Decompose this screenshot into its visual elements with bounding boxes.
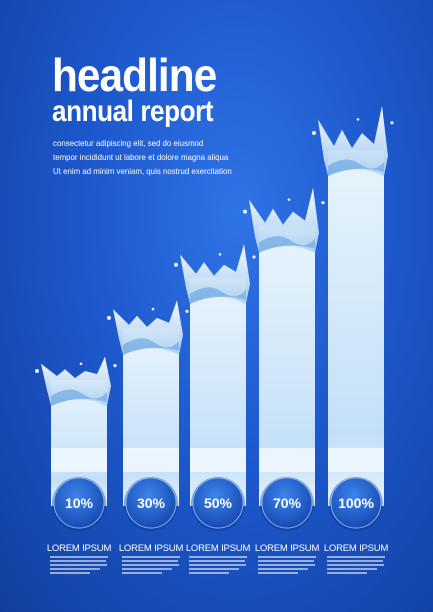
value-badge (53, 477, 105, 529)
bar-highlight (190, 448, 246, 472)
fineprint-block (122, 556, 180, 576)
splash-crown (318, 105, 388, 176)
fineprint-line (50, 560, 106, 562)
fineprint-line (258, 572, 298, 574)
splash-droplet (287, 198, 291, 201)
fineprint-line (50, 556, 108, 558)
fineprint-line (122, 572, 162, 574)
fineprint-line (189, 564, 246, 566)
splash-shadow (190, 287, 246, 304)
splash-droplet (252, 255, 256, 259)
fineprint-line (50, 568, 100, 570)
intro-line-2: tempor incididunt ut labore et dolore ma… (53, 152, 229, 162)
bar-highlight (51, 448, 107, 472)
splash-shadow (259, 236, 315, 253)
category-label: LOREM IPSUM (323, 543, 389, 554)
fineprint-line (50, 572, 90, 574)
fineprint-line (189, 556, 247, 558)
fineprint-block (327, 556, 385, 576)
fineprint-line (122, 568, 172, 570)
splash-droplet (321, 201, 325, 205)
splash-droplet (356, 118, 360, 121)
fineprint-line (189, 572, 229, 574)
splash-droplet (107, 315, 111, 320)
splash-droplet (185, 309, 189, 313)
category-label: LOREM IPSUM (118, 543, 184, 554)
fineprint-line (258, 556, 316, 558)
fineprint-line (122, 560, 178, 562)
fineprint-line (327, 564, 384, 566)
splash-droplet (218, 253, 222, 256)
fineprint-block (189, 556, 247, 576)
fineprint-line (50, 564, 107, 566)
value-label: 50% (204, 495, 233, 511)
fineprint-line (189, 568, 239, 570)
splash-droplet (35, 369, 39, 373)
value-badge (330, 477, 382, 529)
bar-highlight (328, 448, 384, 472)
page-subtitle: annual report (52, 95, 214, 128)
fineprint-line (327, 572, 367, 574)
intro-text: consectetur adipiscing elit, sed do eius… (53, 136, 232, 178)
value-badge (261, 477, 313, 529)
fineprint-line (258, 568, 308, 570)
fineprint-line (327, 568, 377, 570)
splash-droplet (390, 121, 394, 125)
value-label: 30% (137, 495, 166, 511)
splash-droplet (174, 262, 178, 267)
category-label: LOREM IPSUM (185, 543, 251, 554)
fineprint-line (258, 560, 314, 562)
fineprint-block (258, 556, 316, 576)
fineprint-line (189, 560, 245, 562)
fineprint-block (50, 556, 108, 576)
fineprint-line (327, 556, 385, 558)
category-label: LOREM IPSUM (46, 543, 112, 554)
fineprint-line (122, 556, 180, 558)
splash-droplet (151, 307, 155, 311)
bar (123, 328, 179, 506)
fineprint-line (327, 560, 383, 562)
splash-droplet (113, 364, 117, 368)
page-title: headline (52, 49, 217, 101)
splash-crown (249, 187, 319, 253)
value-label: 100% (338, 495, 374, 511)
bar-highlight (123, 448, 179, 472)
intro-line-1: consectetur adipiscing elit, sed do eius… (53, 138, 204, 148)
intro-line-3: Ut enim ad minim veniam, quis nostrud ex… (53, 166, 232, 176)
splash-shadow (51, 389, 107, 406)
splash-crown (180, 243, 250, 304)
category-label: LOREM IPSUM (254, 543, 320, 554)
splash-droplet (243, 209, 247, 214)
fineprint-line (122, 564, 179, 566)
fineprint-line (258, 564, 315, 566)
value-badge (192, 477, 244, 529)
bar-highlight (259, 448, 315, 472)
splash-droplet (79, 362, 83, 366)
splash-shadow (328, 159, 384, 176)
headline-block: headline annual report (52, 49, 242, 128)
value-label: 70% (273, 495, 302, 511)
splash-shadow (123, 338, 179, 355)
value-label: 10% (65, 495, 94, 511)
splash-droplet (312, 131, 316, 135)
value-badge (125, 477, 177, 529)
bar (328, 150, 384, 506)
